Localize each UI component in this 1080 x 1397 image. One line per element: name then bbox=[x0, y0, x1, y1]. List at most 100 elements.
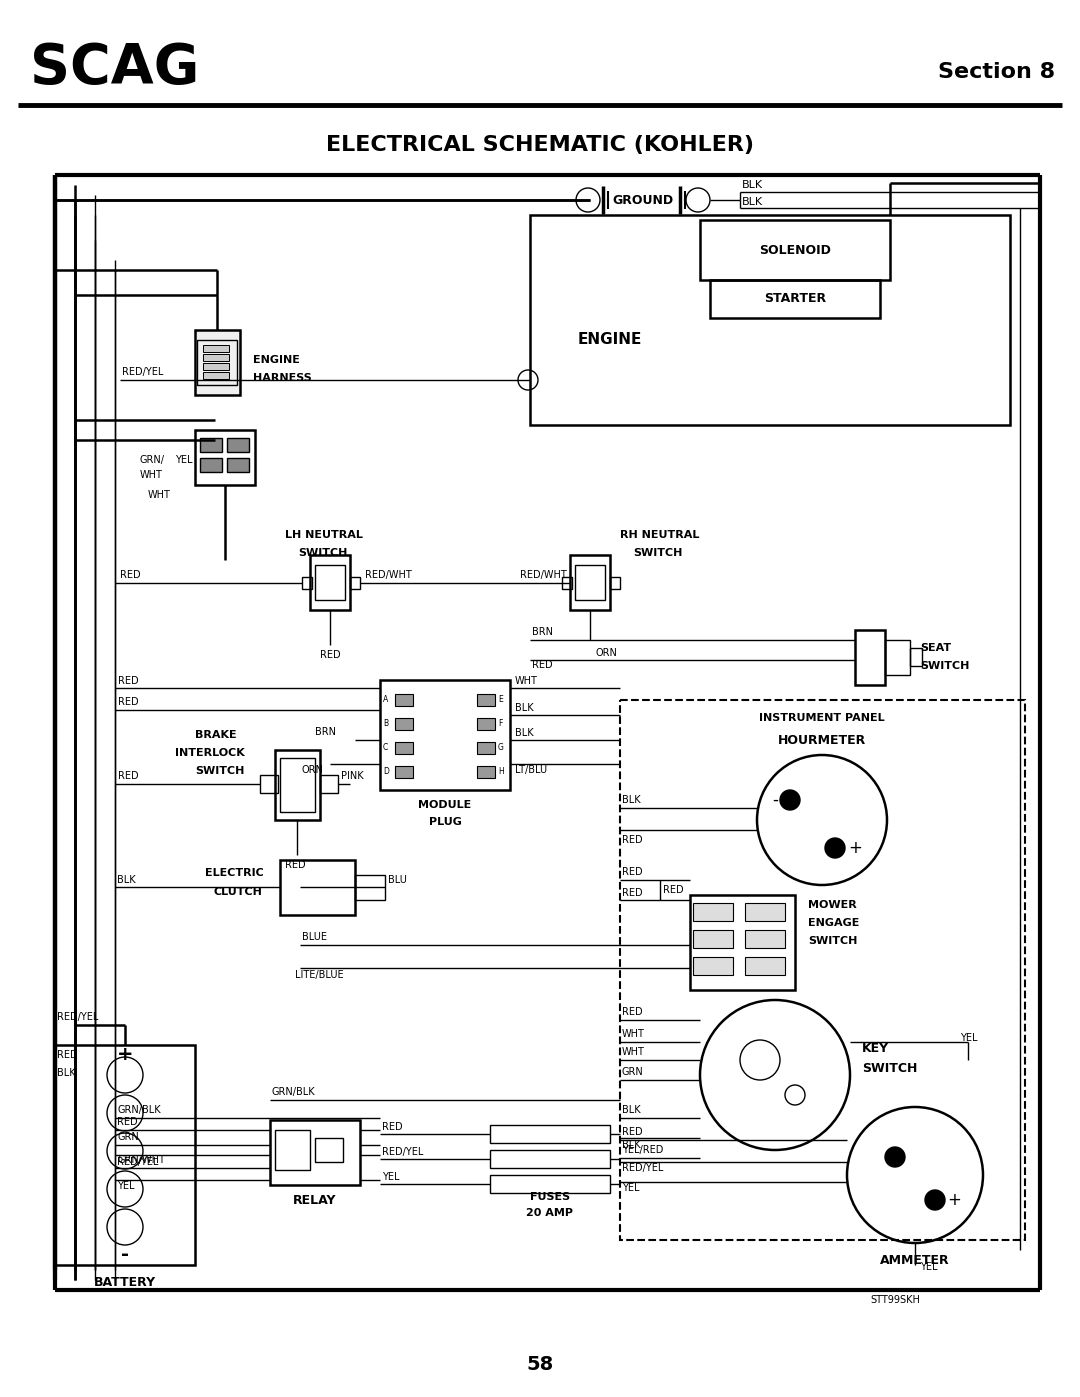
Text: +: + bbox=[848, 840, 862, 856]
Text: RED: RED bbox=[118, 771, 138, 781]
Bar bbox=[380, 680, 510, 789]
Text: SWITCH: SWITCH bbox=[862, 1062, 917, 1074]
Circle shape bbox=[924, 1190, 945, 1210]
Text: INSTRUMENT PANEL: INSTRUMENT PANEL bbox=[759, 712, 885, 724]
Text: C: C bbox=[383, 742, 388, 752]
Bar bbox=[55, 1045, 195, 1266]
Text: A: A bbox=[383, 694, 388, 704]
Text: SWITCH: SWITCH bbox=[298, 548, 348, 557]
Text: D: D bbox=[383, 767, 389, 775]
Text: PINK: PINK bbox=[341, 771, 364, 781]
Text: GRN/: GRN/ bbox=[140, 455, 165, 465]
Bar bbox=[530, 215, 1010, 425]
Bar bbox=[745, 930, 785, 949]
Text: BRAKE: BRAKE bbox=[195, 731, 237, 740]
Text: BRN: BRN bbox=[532, 627, 553, 637]
Text: -: - bbox=[772, 791, 778, 809]
Bar bbox=[395, 766, 413, 778]
Text: GROUND: GROUND bbox=[612, 194, 673, 207]
Text: INTERLOCK: INTERLOCK bbox=[175, 747, 245, 759]
Text: F: F bbox=[498, 718, 502, 728]
Bar bbox=[195, 330, 240, 395]
Bar bbox=[562, 577, 572, 590]
Bar bbox=[197, 339, 237, 386]
Text: WHT: WHT bbox=[140, 469, 163, 481]
Text: ELECTRICAL SCHEMATIC (KOHLER): ELECTRICAL SCHEMATIC (KOHLER) bbox=[326, 136, 754, 155]
Bar bbox=[395, 694, 413, 705]
Text: GRN: GRN bbox=[117, 1132, 138, 1141]
Text: RED: RED bbox=[663, 886, 684, 895]
Circle shape bbox=[825, 838, 845, 858]
Text: B: B bbox=[383, 718, 388, 728]
Text: RED: RED bbox=[622, 888, 643, 898]
Bar bbox=[700, 219, 890, 279]
Text: BLK: BLK bbox=[742, 180, 764, 190]
Bar bbox=[690, 895, 795, 990]
Bar bbox=[275, 750, 320, 820]
Text: CLUTCH: CLUTCH bbox=[213, 887, 261, 897]
Text: BLK: BLK bbox=[742, 197, 764, 207]
Text: YEL: YEL bbox=[622, 1183, 639, 1193]
Text: LH NEUTRAL: LH NEUTRAL bbox=[285, 529, 363, 541]
Text: YEL: YEL bbox=[960, 1032, 977, 1044]
Bar bbox=[203, 353, 229, 360]
Text: RED/YEL: RED/YEL bbox=[117, 1157, 159, 1166]
Bar bbox=[200, 458, 222, 472]
Text: RED: RED bbox=[320, 650, 340, 659]
Bar bbox=[350, 577, 360, 590]
Bar bbox=[270, 1120, 360, 1185]
Text: RED: RED bbox=[120, 570, 140, 580]
Bar bbox=[275, 1130, 310, 1171]
Bar bbox=[693, 902, 733, 921]
Bar bbox=[855, 630, 885, 685]
Bar bbox=[570, 555, 610, 610]
Bar bbox=[885, 640, 910, 675]
Text: RED: RED bbox=[532, 659, 553, 671]
Text: WHT: WHT bbox=[148, 490, 171, 500]
Bar bbox=[227, 458, 249, 472]
Text: LT/BLU: LT/BLU bbox=[515, 766, 548, 775]
Text: SWITCH: SWITCH bbox=[808, 936, 858, 946]
Text: H: H bbox=[498, 767, 503, 775]
Text: RED: RED bbox=[622, 1127, 643, 1137]
Bar bbox=[203, 363, 229, 370]
Text: RED: RED bbox=[622, 835, 643, 845]
Text: LITE/BLUE: LITE/BLUE bbox=[295, 970, 343, 981]
Text: WHT: WHT bbox=[622, 1030, 645, 1039]
Bar bbox=[477, 694, 495, 705]
Text: FUSES: FUSES bbox=[530, 1192, 570, 1201]
Text: RED/YEL: RED/YEL bbox=[622, 1162, 663, 1173]
Text: 58: 58 bbox=[526, 1355, 554, 1375]
Text: YEL: YEL bbox=[920, 1261, 937, 1273]
Text: PLUG: PLUG bbox=[429, 817, 461, 827]
Circle shape bbox=[780, 789, 800, 810]
Text: RELAY: RELAY bbox=[294, 1193, 337, 1207]
Text: KEY: KEY bbox=[862, 1042, 889, 1055]
Text: +: + bbox=[117, 1045, 133, 1065]
Text: RED/WHT: RED/WHT bbox=[365, 570, 411, 580]
Text: SWITCH: SWITCH bbox=[633, 548, 683, 557]
Text: RED: RED bbox=[118, 697, 138, 707]
Text: -: - bbox=[121, 1246, 129, 1264]
Text: RED/YEL: RED/YEL bbox=[382, 1147, 423, 1157]
Text: BLU: BLU bbox=[388, 875, 407, 886]
Bar bbox=[195, 430, 255, 485]
Text: G: G bbox=[498, 742, 504, 752]
Text: BLK: BLK bbox=[57, 1067, 76, 1078]
Text: RED: RED bbox=[117, 1118, 137, 1127]
Text: WHT: WHT bbox=[622, 1046, 645, 1058]
Bar bbox=[260, 775, 278, 793]
Bar bbox=[710, 279, 880, 319]
Bar bbox=[910, 648, 922, 666]
Bar bbox=[610, 577, 620, 590]
Text: BLK: BLK bbox=[515, 728, 534, 738]
Text: YEL: YEL bbox=[175, 455, 192, 465]
Text: RED/WHT: RED/WHT bbox=[519, 570, 567, 580]
Text: STT99SKH: STT99SKH bbox=[870, 1295, 920, 1305]
Text: RED: RED bbox=[622, 868, 643, 877]
Text: GRN/BLK: GRN/BLK bbox=[117, 1105, 161, 1115]
Bar bbox=[575, 564, 605, 599]
Text: YEL: YEL bbox=[382, 1172, 400, 1182]
Text: MOWER: MOWER bbox=[808, 900, 856, 909]
Bar bbox=[355, 875, 384, 900]
